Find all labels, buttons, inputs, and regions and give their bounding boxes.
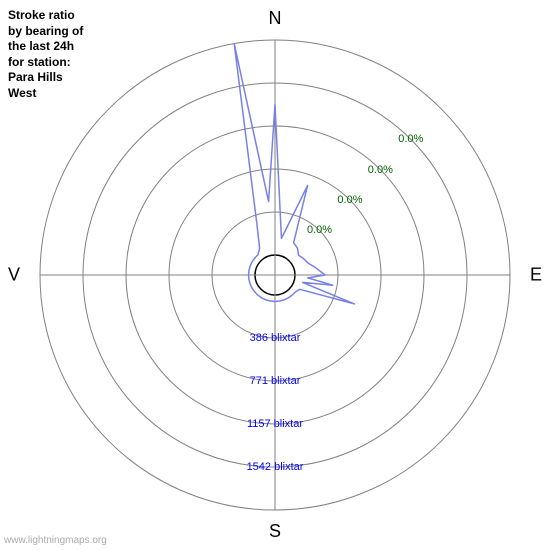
cardinal-s: S: [269, 521, 281, 542]
chart-title: Stroke ratio by bearing of the last 24h …: [8, 8, 83, 102]
blixtar-ring-label: 1542 blixtar: [247, 461, 304, 473]
attribution-text: www.lightningmaps.org: [4, 535, 107, 546]
cardinal-e: E: [530, 265, 542, 286]
cardinal-n: N: [269, 8, 282, 29]
percent-ring-label: 0.0%: [398, 133, 423, 145]
blixtar-ring-label: 1157 blixtar: [247, 418, 303, 430]
percent-ring-label: 0.0%: [307, 224, 332, 236]
blixtar-ring-label: 386 blixtar: [250, 332, 301, 344]
blixtar-ring-label: 771 blixtar: [250, 375, 301, 387]
percent-ring-label: 0.0%: [368, 164, 393, 176]
cardinal-w: V: [8, 265, 20, 286]
percent-ring-label: 0.0%: [337, 194, 362, 206]
